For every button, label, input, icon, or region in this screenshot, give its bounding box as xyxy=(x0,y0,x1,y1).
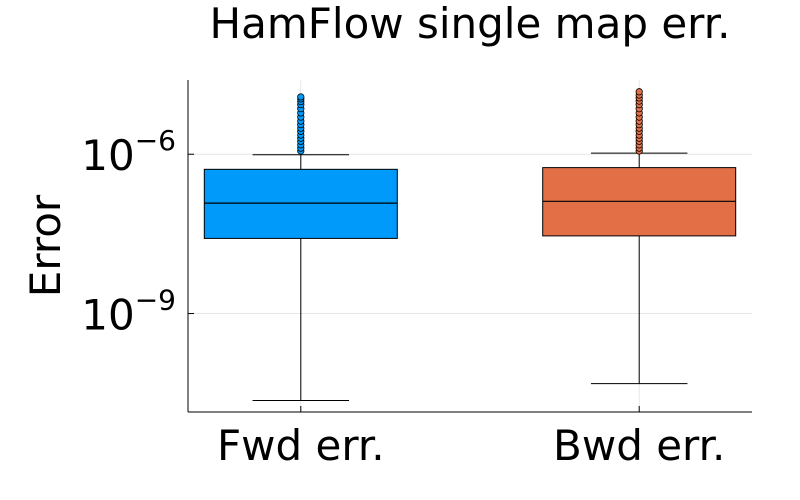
y-tick-base: 10 xyxy=(81,291,134,340)
y-tick-base: 10 xyxy=(81,131,134,180)
chart-title: HamFlow single map err. xyxy=(210,0,731,48)
y-tick-label: 10−9 xyxy=(81,284,176,340)
box-fwd-err xyxy=(203,93,398,402)
box-series xyxy=(203,88,737,402)
y-tick-label: 10−6 xyxy=(81,124,176,180)
outlier-point xyxy=(297,93,305,101)
y-tick-exponent: −9 xyxy=(135,284,176,317)
x-tick-label: Bwd err. xyxy=(553,421,725,470)
y-tick-exponent: −6 xyxy=(135,124,176,157)
x-tick-label: Fwd err. xyxy=(217,421,385,470)
outlier-point xyxy=(635,88,643,96)
axes xyxy=(187,80,752,413)
iqr-box xyxy=(203,168,398,239)
box-bwd-err xyxy=(542,88,737,385)
grid-lines xyxy=(188,80,752,412)
y-axis-label: Error xyxy=(21,194,70,297)
